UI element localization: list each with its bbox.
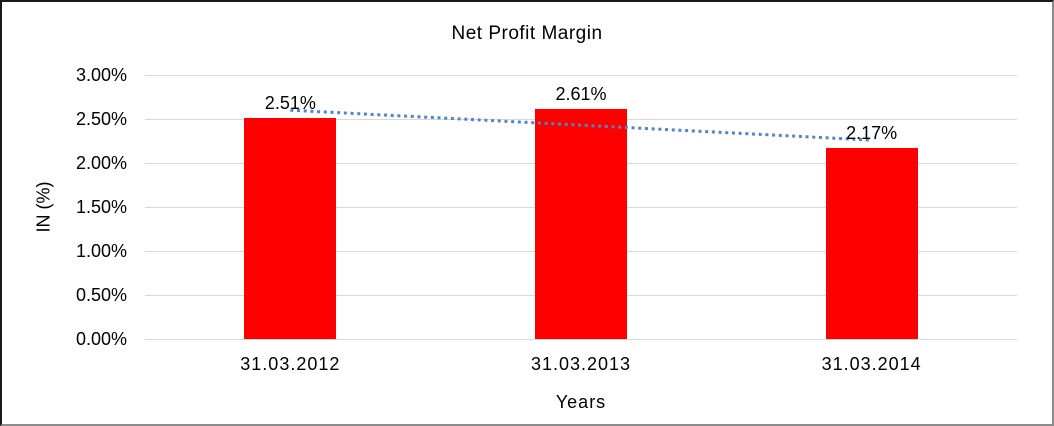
y-tick-label: 0.50% (75, 285, 127, 305)
data-label: 2.17% (846, 123, 898, 144)
chart-title: Net Profit Margin (451, 23, 603, 44)
data-label: 2.51% (264, 93, 316, 114)
gridline (145, 338, 1017, 340)
y-tick-label: 3.00% (75, 65, 127, 85)
x-axis-title: Years (555, 392, 607, 412)
y-tick-label: 1.00% (75, 241, 127, 261)
bar-31.03.2014 (825, 148, 918, 339)
x-tick-label: 31.03.2012 (240, 354, 341, 374)
gridline (145, 74, 1017, 76)
y-tick-label: 2.00% (75, 153, 127, 173)
trendline (290, 108, 872, 142)
bar-31.03.2013 (535, 109, 627, 339)
y-tick-label: 0.00% (75, 329, 127, 349)
x-tick-label: 31.03.2014 (821, 354, 922, 374)
y-tick-label: 2.50% (75, 109, 127, 129)
x-tick-label: 31.03.2013 (530, 354, 632, 374)
y-tick-label: 1.50% (75, 197, 127, 217)
data-label: 2.61% (555, 84, 607, 105)
plot-area: 2.51% 2.61% 2.17% (145, 74, 1017, 340)
bar-31.03.2012 (244, 118, 337, 339)
